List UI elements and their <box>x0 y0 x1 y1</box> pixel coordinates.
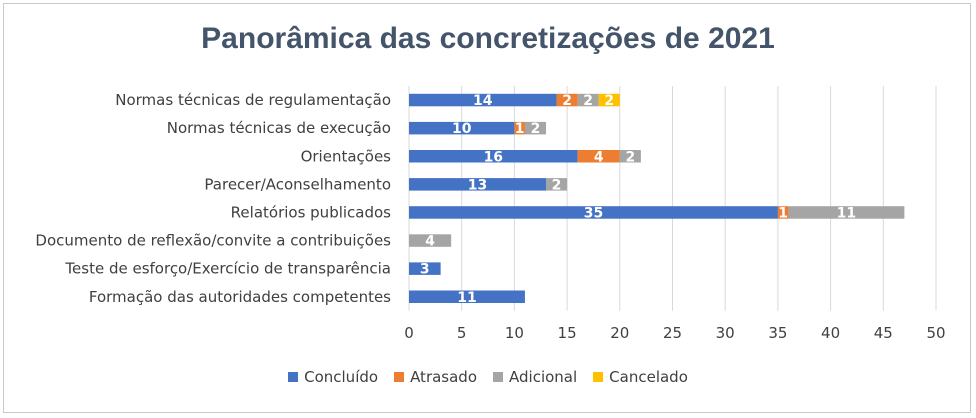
data-label: 3 <box>420 262 430 278</box>
data-label: 10 <box>452 121 472 137</box>
bar-segment <box>514 121 525 135</box>
data-label: 1 <box>515 121 525 137</box>
bar-segment <box>409 262 441 275</box>
chart-legend: Concluído Atrasado Adicional Cancelado <box>0 368 976 386</box>
category-label: Formação das autoridades competentes <box>89 288 391 306</box>
category-label: Normas técnicas de execução <box>167 119 391 137</box>
legend-swatch <box>394 372 405 382</box>
legend-item: Cancelado <box>593 368 688 386</box>
legend-label: Atrasado <box>410 368 478 386</box>
bar-segment <box>619 150 641 163</box>
legend-item: Concluído <box>288 368 378 386</box>
x-tick-label: 40 <box>821 324 840 342</box>
legend-label: Concluído <box>304 368 379 386</box>
data-label: 14 <box>473 93 493 109</box>
legend-swatch <box>593 372 604 382</box>
bar-segment <box>577 150 620 163</box>
bar-segment <box>409 206 778 219</box>
x-tick-label: 15 <box>558 324 577 342</box>
category-label: Parecer/Aconselhamento <box>204 175 391 193</box>
data-label: 4 <box>425 234 435 250</box>
x-tick-label: 25 <box>663 324 682 342</box>
bar-segment <box>409 93 557 107</box>
data-label: 2 <box>562 93 572 109</box>
bar-segment <box>777 206 789 219</box>
data-label: 16 <box>484 149 503 165</box>
x-tick-label: 20 <box>610 324 629 342</box>
bar-segment <box>409 234 452 247</box>
chart-title: Panorâmica das concretizações de 2021 <box>201 22 775 55</box>
bar-segment <box>546 178 568 191</box>
data-label: 2 <box>531 121 541 137</box>
data-label: 11 <box>457 290 476 306</box>
legend-label: Adicional <box>509 368 578 386</box>
category-label: Relatórios publicados <box>231 203 392 221</box>
data-label: 35 <box>584 205 603 221</box>
legend-label: Cancelado <box>609 368 688 386</box>
bar-segment <box>409 178 547 191</box>
bar-segment <box>577 93 599 107</box>
x-tick-label: 0 <box>404 324 414 342</box>
category-label: Documento de reflexão/convite a contribu… <box>35 232 391 250</box>
x-tick-label: 35 <box>768 324 787 342</box>
bar-segment <box>409 121 515 135</box>
category-label: Orientações <box>301 147 392 165</box>
bar-segment <box>409 290 525 303</box>
data-label: 4 <box>594 149 604 165</box>
legend-item: Atrasado <box>394 368 477 386</box>
bar-segment <box>524 121 547 135</box>
category-label: Teste de esforço/Exercício de transparên… <box>64 260 391 278</box>
data-label: 2 <box>625 149 635 165</box>
data-label: 11 <box>837 205 856 221</box>
x-tick-label: 30 <box>716 324 735 342</box>
data-label: 13 <box>468 177 487 193</box>
x-tick-label: 10 <box>505 324 524 342</box>
x-tick-label: 5 <box>457 324 467 342</box>
legend-item: Adicional <box>493 368 577 386</box>
data-label: 1 <box>778 205 788 221</box>
bar-segment <box>788 206 905 219</box>
x-tick-label: 50 <box>926 324 945 342</box>
data-label: 2 <box>552 177 562 193</box>
bar-segment <box>409 150 578 163</box>
category-label: Normas técnicas de regulamentação <box>115 91 391 109</box>
x-tick-label: 45 <box>874 324 893 342</box>
bar-segment <box>556 93 578 107</box>
data-label: 2 <box>583 93 593 109</box>
legend-swatch <box>493 372 504 382</box>
data-label: 2 <box>604 93 614 109</box>
bar-segment <box>598 93 620 107</box>
legend-swatch <box>288 372 299 382</box>
